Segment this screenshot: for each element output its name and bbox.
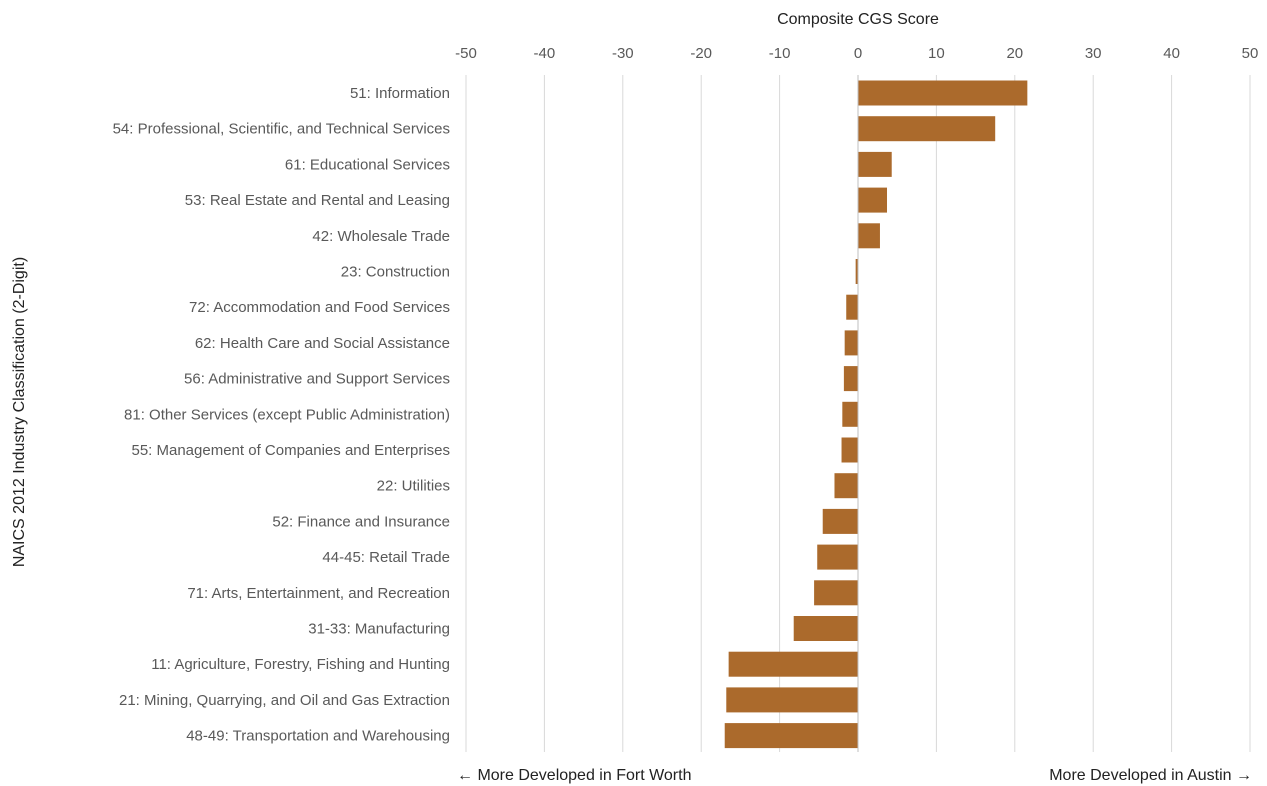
bar [726,687,858,713]
x-tick-label: 10 [928,45,945,62]
category-label: 44-45: Retail Trade [322,549,450,566]
bar [814,580,858,606]
category-labels: 51: Information 54: Professional, Scienti… [113,85,450,745]
x-axis-ticks: -50 -40 -30 -20 -10 0 10 20 30 40 50 [455,45,1258,62]
bar [817,544,858,570]
x-tick-label: -20 [690,45,712,62]
x-tick-label: 50 [1242,45,1259,62]
category-label: 11: Agriculture, Forestry, Fishing and H… [151,656,450,673]
category-label: 54: Professional, Scientific, and Techni… [113,121,450,138]
category-label: 55: Management of Companies and Enterpri… [131,442,450,459]
x-tick-label: -30 [612,45,634,62]
y-axis-title: NAICS 2012 Industry Classification (2-Di… [11,257,28,567]
x-tick-label: 40 [1163,45,1180,62]
category-label: 52: Finance and Insurance [272,513,450,530]
bar [858,223,880,249]
category-label: 81: Other Services (except Public Admini… [124,406,450,423]
bar [822,508,858,534]
bar [858,80,1028,106]
bar [728,651,858,677]
annotation-fort-worth: ← More Developed in Fort Worth [457,767,691,784]
bar [724,723,858,749]
bar [858,187,888,213]
x-tick-label: 0 [854,45,862,62]
category-label: 48-49: Transportation and Warehousing [186,728,450,745]
x-tick-label: -50 [455,45,477,62]
category-label: 56: Administrative and Support Services [184,371,450,388]
bar [858,151,892,177]
category-label: 42: Wholesale Trade [312,228,450,245]
x-tick-label: 20 [1006,45,1023,62]
category-label: 71: Arts, Entertainment, and Recreation [187,585,450,602]
bars [724,80,1028,749]
bar [846,294,858,320]
bar [858,116,996,142]
annotation-austin: More Developed in Austin → [1049,767,1252,784]
x-tick-label: -40 [534,45,556,62]
bar [855,259,858,284]
category-label: 51: Information [350,85,450,102]
bar [793,616,858,641]
x-axis-title: Composite CGS Score [777,11,939,28]
x-tick-label: -10 [769,45,791,62]
bar [843,366,858,392]
category-label: 21: Mining, Quarrying, and Oil and Gas E… [119,692,450,709]
category-label: 72: Accommodation and Food Services [189,299,450,316]
category-label: 62: Health Care and Social Assistance [195,335,450,352]
bar [841,437,858,463]
category-label: 53: Real Estate and Rental and Leasing [185,192,450,209]
category-label: 22: Utilities [377,478,450,495]
category-label: 23: Construction [341,264,450,281]
bar [842,401,858,427]
category-label: 61: Educational Services [285,156,450,173]
bar [844,330,858,356]
x-tick-label: 30 [1085,45,1102,62]
category-label: 31-33: Manufacturing [308,621,450,638]
bar [834,473,858,499]
